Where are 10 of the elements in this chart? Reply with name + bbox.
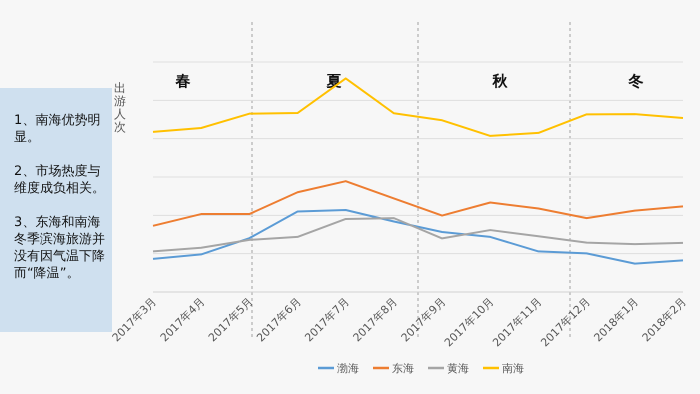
legend-label: 渤海 [337,362,359,375]
annotation: 夏 [326,72,342,90]
annotation: 春 [174,72,190,90]
annotation: 秋 [492,72,508,90]
annotation: 1、南海优势明显。 2、市场热度与维度成负相关。 3、东海和南海冬季滨海旅游并没有因气温下降而“降温”。 [0,88,112,332]
legend-label: 东海 [392,362,414,375]
y-axis-title: 出游人次 [114,81,126,134]
legend-label: 黄海 [447,362,469,375]
annotation: 冬 [628,72,644,90]
legend-label: 南海 [502,362,524,375]
